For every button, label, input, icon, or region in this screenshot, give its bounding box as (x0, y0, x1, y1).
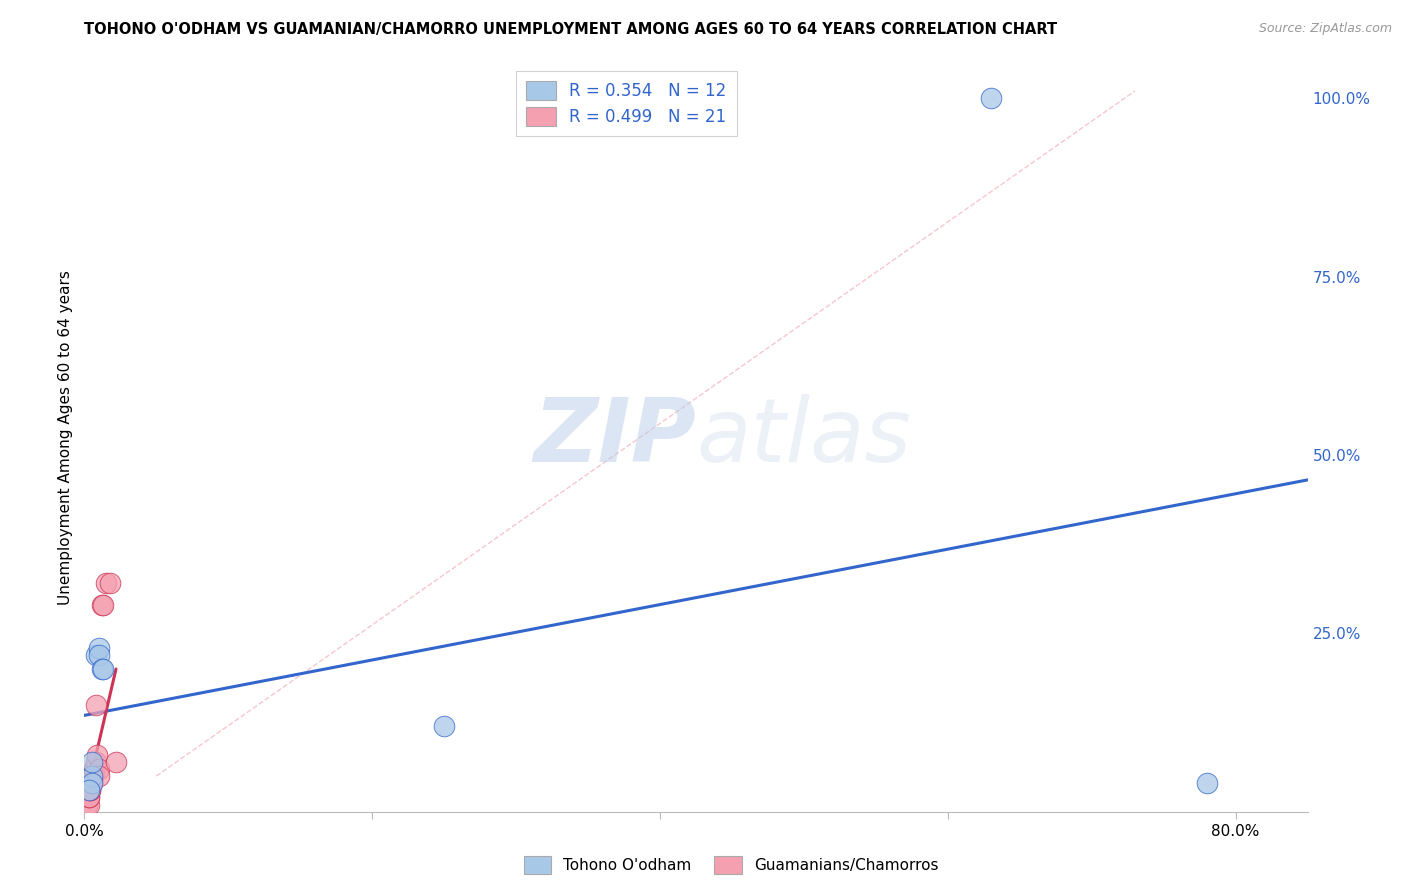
Point (87, 640, 110, 655)
Point (94, 576, 117, 591)
Point (82, 769, 104, 783)
Point (91, 598, 114, 612)
Point (80, 776, 103, 790)
Point (79, 783, 101, 797)
Text: atlas: atlas (696, 394, 911, 480)
Text: Source: ZipAtlas.com: Source: ZipAtlas.com (1258, 22, 1392, 36)
Point (98, 576, 121, 591)
Point (80, 755, 103, 769)
Point (87, 769, 110, 783)
Point (82, 769, 104, 783)
Point (84, 698, 107, 712)
Point (84, 755, 107, 769)
Text: ZIP: ZIP (533, 393, 696, 481)
Point (1195, 776, 1218, 790)
Legend: Tohono O'odham, Guamanians/Chamorros: Tohono O'odham, Guamanians/Chamorros (517, 850, 945, 880)
Point (105, 755, 128, 769)
Text: TOHONO O'ODHAM VS GUAMANIAN/CHAMORRO UNEMPLOYMENT AMONG AGES 60 TO 64 YEARS CORR: TOHONO O'ODHAM VS GUAMANIAN/CHAMORRO UNE… (84, 22, 1057, 37)
Point (77, 790, 100, 805)
Point (87, 762, 110, 776)
Point (77, 790, 100, 805)
Point (80, 769, 103, 783)
Point (433, 719, 456, 733)
Point (76, 797, 98, 812)
Point (83, 762, 105, 776)
Point (980, 91, 1002, 105)
Point (90, 662, 112, 676)
Y-axis label: Unemployment Among Ages 60 to 64 years: Unemployment Among Ages 60 to 64 years (58, 269, 73, 605)
Point (79, 783, 101, 797)
Point (80, 776, 103, 790)
Legend: R = 0.354   N = 12, R = 0.499   N = 21: R = 0.354 N = 12, R = 0.499 N = 21 (516, 70, 737, 136)
Point (90, 598, 112, 612)
Point (84, 648, 107, 662)
Point (91, 662, 114, 676)
Point (77, 783, 100, 797)
Point (77, 797, 100, 812)
Point (86, 747, 108, 762)
Point (87, 648, 110, 662)
Point (83, 762, 105, 776)
